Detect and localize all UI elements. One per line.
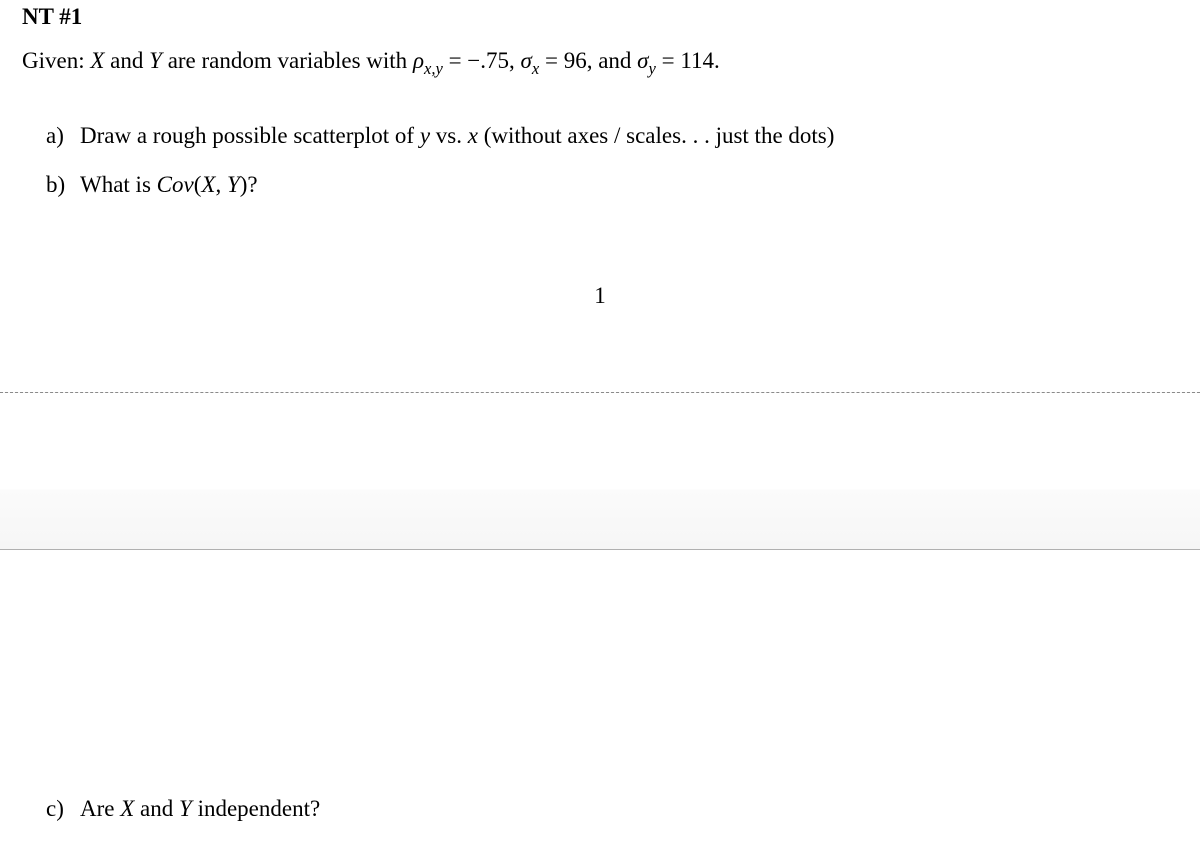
text-mid: are random variables with bbox=[162, 48, 413, 73]
qa-t2: vs. bbox=[430, 123, 468, 148]
sigma-y-symbol: σ bbox=[637, 48, 648, 73]
page-separator-band bbox=[0, 392, 1200, 550]
given-prefix: Given: bbox=[22, 48, 90, 73]
qb-t1: What is bbox=[80, 172, 157, 197]
question-c-text: Are X and Y independent? bbox=[80, 792, 320, 827]
qb-comma: , bbox=[215, 172, 227, 197]
question-a-text: Draw a rough possible scatterplot of y v… bbox=[80, 119, 834, 154]
qa-x: x bbox=[468, 123, 478, 148]
sigma-y-subscript: y bbox=[649, 59, 656, 78]
qc-t1: Are bbox=[80, 796, 120, 821]
qc-y: Y bbox=[179, 796, 192, 821]
qb-cov: Cov bbox=[157, 172, 194, 197]
rho-symbol: ρ bbox=[413, 48, 424, 73]
question-a: a) Draw a rough possible scatterplot of … bbox=[46, 119, 1178, 154]
question-b-text: What is Cov(X, Y)? bbox=[80, 168, 258, 203]
qb-y: Y bbox=[227, 172, 240, 197]
sigma-x-symbol: σ bbox=[521, 48, 532, 73]
question-b-label: b) bbox=[46, 168, 70, 203]
question-c: c) Are X and Y independent? bbox=[46, 792, 1200, 827]
sigma-x-subscript: x bbox=[532, 59, 539, 78]
question-b: b) What is Cov(X, Y)? bbox=[46, 168, 1178, 203]
question-c-label: c) bbox=[46, 792, 70, 827]
problem-title: NT #1 bbox=[22, 4, 1178, 30]
qc-t2: and bbox=[134, 796, 179, 821]
qc-x: X bbox=[120, 796, 134, 821]
qb-x: X bbox=[201, 172, 215, 197]
var-x: X bbox=[90, 48, 104, 73]
rho-equation: = −.75, bbox=[443, 48, 521, 73]
qb-paren-close: )? bbox=[240, 172, 258, 197]
sigma-y-equation: = 114. bbox=[656, 48, 720, 73]
rho-subscript: x,y bbox=[424, 59, 443, 78]
qa-t3: (without axes / scales. . . just the dot… bbox=[478, 123, 834, 148]
question-a-label: a) bbox=[46, 119, 70, 154]
var-y: Y bbox=[149, 48, 162, 73]
sigma-x-equation: = 96, and bbox=[539, 48, 637, 73]
qc-t3: independent? bbox=[192, 796, 320, 821]
given-statement: Given: X and Y are random variables with… bbox=[22, 44, 1178, 81]
qa-t1: Draw a rough possible scatterplot of bbox=[80, 123, 420, 148]
page-number: 1 bbox=[594, 283, 606, 309]
text-and1: and bbox=[104, 48, 149, 73]
qa-y: y bbox=[420, 123, 430, 148]
